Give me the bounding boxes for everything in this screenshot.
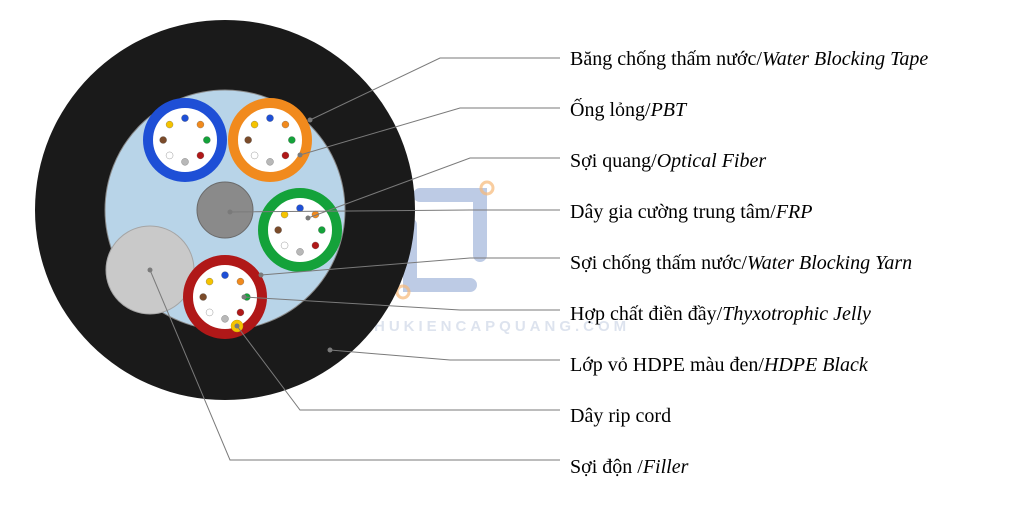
fiber-dot xyxy=(166,152,173,159)
leader-line-water_tape xyxy=(310,58,560,120)
fiber-dot xyxy=(288,137,295,144)
fiber-dot xyxy=(297,205,304,212)
label-jelly: Hợp chất điền đầy/ Thyxotrophic Jelly xyxy=(570,303,928,326)
tube-blue xyxy=(148,103,222,177)
label-en: Filler xyxy=(643,456,689,479)
label-vn: Lớp vỏ HDPE màu đen/ xyxy=(570,354,764,377)
label-en: FRP xyxy=(776,201,813,224)
fiber-dot xyxy=(312,242,319,249)
label-en: PBT xyxy=(651,99,687,122)
fiber-dot xyxy=(182,158,189,165)
label-vn: Sợi độn / xyxy=(570,456,643,479)
leader-dot-yarn xyxy=(259,273,264,278)
leader-dot-filler_lbl xyxy=(148,268,153,273)
tube-red-fill xyxy=(188,260,262,334)
labels-column: Băng chống thấm nước/ Water Blocking Tap… xyxy=(570,48,928,479)
fiber-dot xyxy=(312,211,319,218)
outer-jacket xyxy=(35,20,415,400)
fiber-dot xyxy=(182,115,189,122)
label-en: Thyxotrophic Jelly xyxy=(722,303,871,326)
fiber-dot xyxy=(206,309,213,316)
fiber-dot xyxy=(166,121,173,128)
fiber-dot xyxy=(197,152,204,159)
label-frp: Dây gia cường trung tâm/ FRP xyxy=(570,201,928,224)
label-filler_lbl: Sợi độn / Filler xyxy=(570,456,928,479)
central-strength-member xyxy=(197,182,253,238)
tube-green xyxy=(263,193,337,267)
leader-line-ripcord_lbl xyxy=(237,326,560,410)
filler-rod xyxy=(106,226,194,314)
fiber-dot xyxy=(245,137,252,144)
label-en: HDPE Black xyxy=(764,354,868,377)
label-en: Optical Fiber xyxy=(657,150,766,173)
fiber-dot xyxy=(251,152,258,159)
fiber-dot xyxy=(267,115,274,122)
fiber-dot xyxy=(197,121,204,128)
leader-dot-frp xyxy=(228,210,233,215)
label-fiber: Sợi quang/ Optical Fiber xyxy=(570,150,928,173)
fiber-dot xyxy=(281,211,288,218)
label-vn: Hợp chất điền đầy/ xyxy=(570,303,722,326)
label-vn: Dây gia cường trung tâm/ xyxy=(570,201,776,224)
leader-dot-hdpe xyxy=(328,348,333,353)
fiber-dot xyxy=(203,137,210,144)
label-en: Water Blocking Tape xyxy=(762,48,928,71)
fiber-dot xyxy=(222,272,229,279)
label-vn: Ống lỏng/ xyxy=(570,99,651,122)
leader-line-pbt xyxy=(300,108,560,155)
tube-blue-fill xyxy=(148,103,222,177)
fiber-dot xyxy=(318,227,325,234)
leader-dot-jelly xyxy=(242,295,247,300)
tube-orange-fill xyxy=(233,103,307,177)
fiber-dot xyxy=(282,121,289,128)
leader-dot-pbt xyxy=(298,153,303,158)
leader-dot-water_tape xyxy=(308,118,313,123)
label-vn: Băng chống thấm nước/ xyxy=(570,48,762,71)
fiber-dot xyxy=(206,278,213,285)
fiber-dot xyxy=(282,152,289,159)
fiber-dot xyxy=(237,278,244,285)
fiber-dot xyxy=(281,242,288,249)
fiber-dot xyxy=(251,121,258,128)
fiber-dot xyxy=(160,137,167,144)
fiber-dot xyxy=(267,158,274,165)
leader-dot-ripcord_lbl xyxy=(235,324,240,329)
label-water_tape: Băng chống thấm nước/ Water Blocking Tap… xyxy=(570,48,928,71)
tube-green-fill xyxy=(263,193,337,267)
label-yarn: Sợi chống thấm nước/ Water Blocking Yarn xyxy=(570,252,928,275)
leader-dot-fiber xyxy=(306,216,311,221)
label-vn: Sợi chống thấm nước/ xyxy=(570,252,747,275)
label-en: Water Blocking Yarn xyxy=(747,252,912,275)
cable-cross-section-diagram: PHUKIENCAPQUANG.COM Băng chống thấm nước… xyxy=(0,0,1036,524)
tube-orange xyxy=(233,103,307,177)
label-vn: Dây rip cord xyxy=(570,405,671,428)
fiber-dot xyxy=(200,294,207,301)
rip-cord xyxy=(231,320,243,332)
fiber-dot xyxy=(222,315,229,322)
label-pbt: Ống lỏng/ PBT xyxy=(570,99,928,122)
fiber-dot xyxy=(297,248,304,255)
leader-line-hdpe xyxy=(330,350,560,360)
fiber-dot xyxy=(243,294,250,301)
inner-core xyxy=(105,90,345,330)
label-hdpe: Lớp vỏ HDPE màu đen/ HDPE Black xyxy=(570,354,928,377)
label-vn: Sợi quang/ xyxy=(570,150,657,173)
fiber-dot xyxy=(275,227,282,234)
fiber-dot xyxy=(237,309,244,316)
watermark-logo xyxy=(380,175,510,310)
label-ripcord_lbl: Dây rip cord xyxy=(570,405,928,428)
tube-red xyxy=(188,260,262,334)
